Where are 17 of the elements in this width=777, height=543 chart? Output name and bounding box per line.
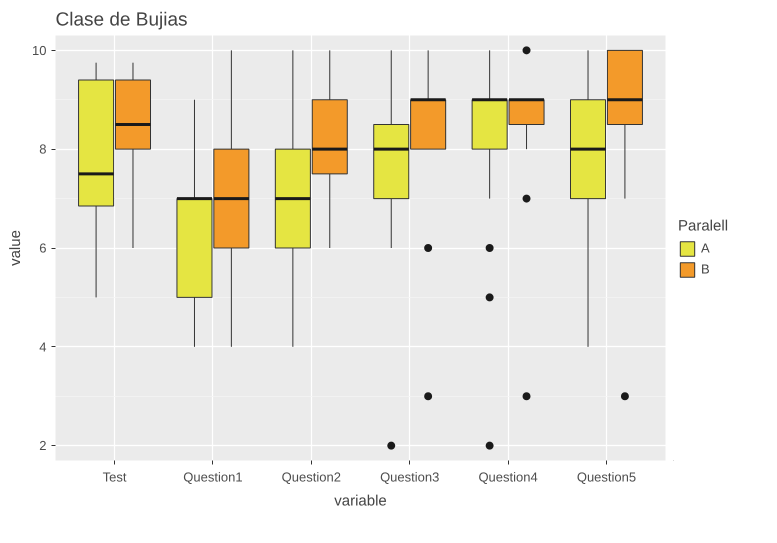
- chart-title: Clase de Bujias: [56, 10, 188, 30]
- y-tick-label: 4: [39, 339, 47, 354]
- y-axis-title: value: [7, 230, 24, 266]
- legend-label: A: [701, 240, 711, 256]
- legend-label: B: [701, 262, 711, 276]
- x-tick-label: Test: [102, 470, 127, 484]
- x-axis-title: variable: [334, 492, 387, 510]
- legend-title: Paralell: [678, 217, 728, 234]
- y-tick-label: 10: [32, 42, 47, 58]
- y-tick-label: 8: [39, 142, 47, 157]
- x-tick-label: Question2: [282, 470, 341, 484]
- y-tick-label: 2: [39, 438, 47, 454]
- x-tick-label: Question5: [576, 470, 636, 484]
- y-tick-label: 6: [39, 240, 47, 256]
- x-tick-label: Question4: [478, 470, 538, 484]
- x-tick-label: Question1: [183, 470, 243, 484]
- x-tick-label: Question3: [380, 470, 440, 484]
